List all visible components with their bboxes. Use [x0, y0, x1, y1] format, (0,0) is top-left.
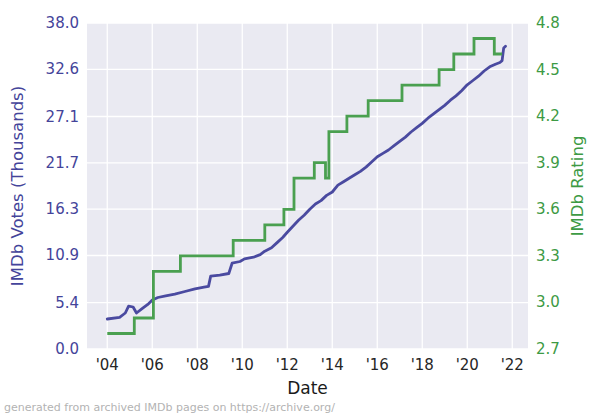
y-right-tick-label: 4.8 — [536, 14, 560, 32]
source-note: generated from archived IMDb pages on ht… — [4, 401, 335, 414]
y-right-tick-label: 3.9 — [536, 154, 560, 172]
y-right-tick-label: 3.0 — [536, 293, 560, 311]
x-tick-label: '10 — [220, 356, 264, 374]
y-right-tick-label: 2.7 — [536, 340, 560, 358]
x-tick-label: '18 — [400, 356, 444, 374]
x-tick-label: '06 — [130, 356, 174, 374]
y-left-tick-label: 5.4 — [0, 294, 79, 312]
x-tick-label: '14 — [310, 356, 354, 374]
x-axis-label: Date — [287, 378, 328, 398]
y-left-tick-label: 21.7 — [0, 154, 79, 172]
x-tick-label: '22 — [490, 356, 534, 374]
y-left-tick-label: 0.0 — [0, 340, 79, 358]
y-left-tick-label: 27.1 — [0, 108, 79, 126]
x-tick-label: '16 — [355, 356, 399, 374]
y-right-tick-label: 3.6 — [536, 200, 560, 218]
y-right-tick-label: 4.5 — [536, 61, 560, 79]
imdb-votes-rating-chart: IMDb Votes (Thousands) IMDb Rating Date … — [0, 0, 600, 420]
y-left-tick-label: 38.0 — [0, 14, 79, 32]
x-tick-label: '08 — [175, 356, 219, 374]
y-axis-label-right: IMDb Rating — [568, 136, 587, 237]
x-tick-label: '04 — [85, 356, 129, 374]
x-tick-label: '12 — [265, 356, 309, 374]
x-tick-label: '20 — [445, 356, 489, 374]
y-left-tick-label: 10.9 — [0, 246, 79, 264]
y-right-tick-label: 4.2 — [536, 107, 560, 125]
y-left-tick-label: 16.3 — [0, 200, 79, 218]
y-right-tick-label: 3.3 — [536, 247, 560, 265]
y-left-tick-label: 32.6 — [0, 60, 79, 78]
